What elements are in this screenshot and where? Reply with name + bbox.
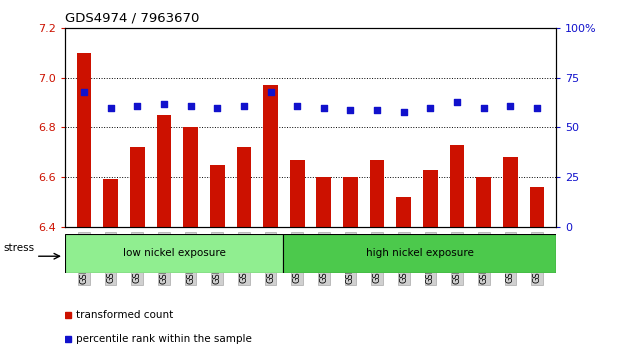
Point: [372, 107, 382, 113]
Bar: [370, 160, 384, 227]
Point: [399, 109, 409, 114]
Point: [425, 105, 435, 110]
Point: [505, 103, 515, 108]
Bar: [317, 177, 331, 227]
Bar: [183, 127, 198, 227]
Point: [106, 105, 116, 110]
Text: GDS4974 / 7963670: GDS4974 / 7963670: [65, 11, 199, 24]
Point: [239, 103, 249, 108]
Point: [292, 103, 302, 108]
Point: [452, 99, 462, 104]
Text: low nickel exposure: low nickel exposure: [123, 248, 225, 258]
Text: percentile rank within the sample: percentile rank within the sample: [76, 333, 252, 344]
Bar: [476, 177, 491, 227]
Point: [212, 105, 222, 110]
Bar: [290, 160, 304, 227]
Bar: [503, 157, 518, 227]
Bar: [210, 165, 225, 227]
Point: [186, 103, 196, 108]
Point: [479, 105, 489, 110]
Point: [266, 89, 276, 95]
Point: [532, 105, 542, 110]
Bar: [156, 115, 171, 227]
Bar: [76, 53, 91, 227]
Point: [159, 101, 169, 107]
Bar: [530, 187, 545, 227]
Bar: [103, 179, 118, 227]
Bar: [263, 85, 278, 227]
Point: [132, 103, 142, 108]
Bar: [283, 234, 556, 273]
Text: stress: stress: [3, 244, 34, 253]
Bar: [130, 147, 145, 227]
Point: [345, 107, 355, 113]
Bar: [396, 197, 411, 227]
Bar: [450, 145, 465, 227]
Point: [319, 105, 329, 110]
Bar: [65, 234, 283, 273]
Bar: [237, 147, 251, 227]
Bar: [423, 170, 438, 227]
Bar: [343, 177, 358, 227]
Text: transformed count: transformed count: [76, 310, 174, 320]
Point: [79, 89, 89, 95]
Text: high nickel exposure: high nickel exposure: [366, 248, 473, 258]
